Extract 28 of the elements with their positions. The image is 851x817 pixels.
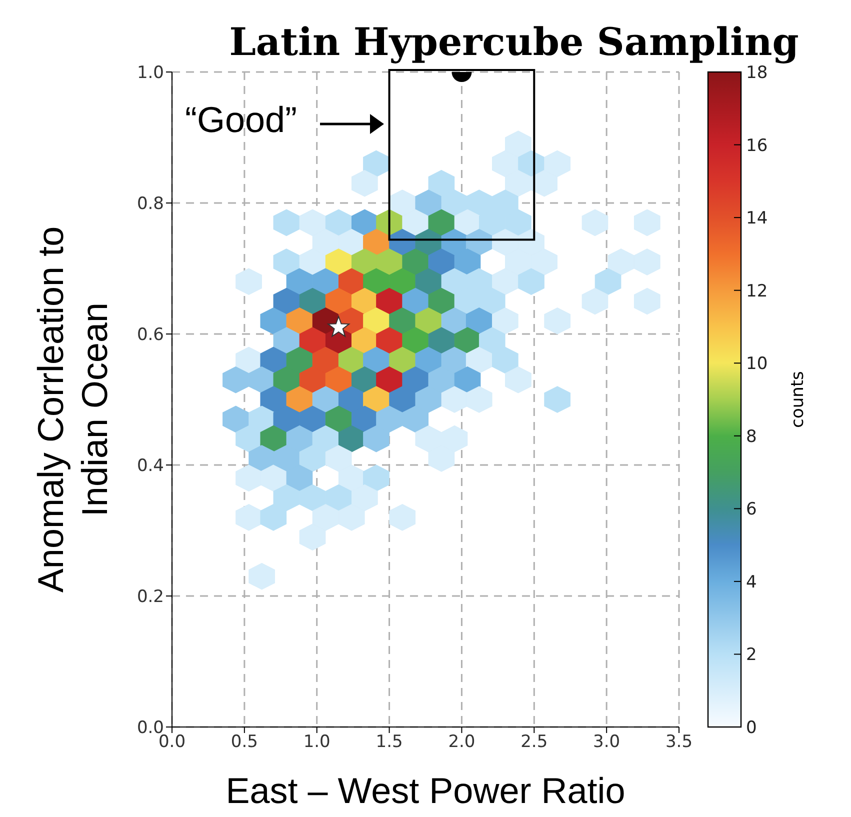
color-bar-label: 12 <box>746 281 768 302</box>
y-tick-label: 0.6 <box>136 325 164 346</box>
color-bar-label: 18 <box>746 63 768 83</box>
y-tick-label: 0.2 <box>136 587 164 608</box>
color-bar-label: 16 <box>746 136 768 156</box>
chart-title: Latin Hypercube Sampling <box>229 19 799 64</box>
x-tick-label: 1.0 <box>303 732 330 752</box>
x-axis-title: East – West Power Ratio <box>226 770 626 811</box>
annotation: “Good” <box>185 99 298 140</box>
color-bar-label: 6 <box>746 500 757 520</box>
y-tick-label: 0.4 <box>136 456 164 476</box>
color-bar-label: 2 <box>746 645 757 666</box>
y-axis-title: Anomaly Corrleation to Indian Ocean <box>30 226 115 593</box>
x-tick-label: 1.5 <box>376 732 403 752</box>
color-bar-label: 10 <box>746 354 768 374</box>
color-bar-label: 8 <box>746 426 757 447</box>
color-bar-title: counts <box>788 370 808 428</box>
x-tick-label: 0.0 <box>158 732 186 752</box>
color-bar-label: 4 <box>746 572 757 592</box>
x-tick-label: 3.5 <box>665 732 693 752</box>
x-tick-label: 0.5 <box>230 732 258 752</box>
y-tick-label: 1.0 <box>136 63 164 84</box>
color-bar-label: 14 <box>746 208 768 229</box>
x-tick-label: 2.5 <box>520 732 548 752</box>
x-tick-label: 2.0 <box>448 732 476 752</box>
color-bar-label: 0 <box>746 718 757 738</box>
x-tick-label: 3.0 <box>593 732 620 752</box>
y-tick-label: 0.8 <box>136 194 164 214</box>
